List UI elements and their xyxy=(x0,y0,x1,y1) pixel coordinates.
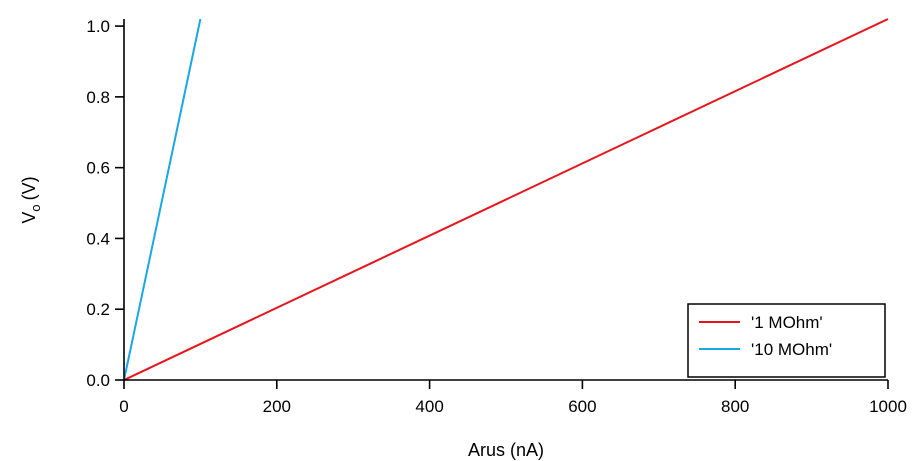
y-tick-label: 0.8 xyxy=(86,88,110,107)
y-axis-title-subscript: o xyxy=(28,204,43,211)
legend-box xyxy=(687,303,886,378)
legend-label-10mohm: '10 MOhm' xyxy=(751,340,832,359)
y-axis-title: Vo (V) xyxy=(19,176,43,223)
x-tick-label: 400 xyxy=(415,397,443,416)
y-axis-title-unit: (V) xyxy=(19,176,39,200)
x-tick-label: 0 xyxy=(119,397,128,416)
x-axis-title: Arus (nA) xyxy=(468,440,544,460)
svg-text:Vo(V): Vo (V) xyxy=(19,176,43,223)
y-tick-label: 0.2 xyxy=(86,300,110,319)
legend: '1 MOhm' '10 MOhm' xyxy=(687,303,886,378)
x-ticks: 0 200 400 600 800 1000 xyxy=(119,380,907,416)
x-tick-label: 1000 xyxy=(869,397,907,416)
axes xyxy=(123,19,888,381)
series-line-10mohm xyxy=(123,18,202,381)
y-tick-label: 0.6 xyxy=(86,159,110,178)
y-tick-label: 0.4 xyxy=(86,229,110,248)
series-line-1mohm xyxy=(123,18,889,381)
y-axis-title-main: V xyxy=(19,212,39,224)
y-tick-label: 1.0 xyxy=(86,17,110,36)
y-ticks: 0.0 0.2 0.4 0.6 0.8 1.0 xyxy=(86,17,124,390)
x-tick-label: 600 xyxy=(568,397,596,416)
legend-label-1mohm: '1 MOhm' xyxy=(751,313,823,332)
x-tick-label: 800 xyxy=(721,397,749,416)
y-tick-label: 0.0 xyxy=(86,371,110,390)
x-tick-label: 200 xyxy=(263,397,291,416)
series-layer xyxy=(123,18,889,381)
